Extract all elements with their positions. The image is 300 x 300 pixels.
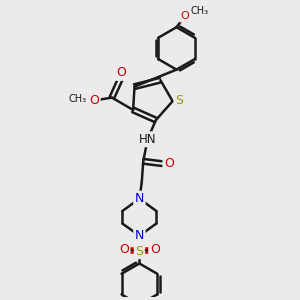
Text: S: S [135, 244, 143, 258]
Text: N: N [135, 192, 144, 205]
Text: O: O [119, 243, 129, 256]
Text: S: S [175, 94, 183, 107]
Text: O: O [150, 243, 160, 256]
Text: CH₃: CH₃ [191, 6, 209, 16]
Text: HN: HN [139, 133, 156, 146]
Text: O: O [89, 94, 99, 107]
Text: O: O [164, 157, 174, 170]
Text: N: N [135, 229, 144, 242]
Text: O: O [180, 11, 189, 21]
Text: CH₃: CH₃ [68, 94, 86, 104]
Text: O: O [116, 66, 126, 80]
